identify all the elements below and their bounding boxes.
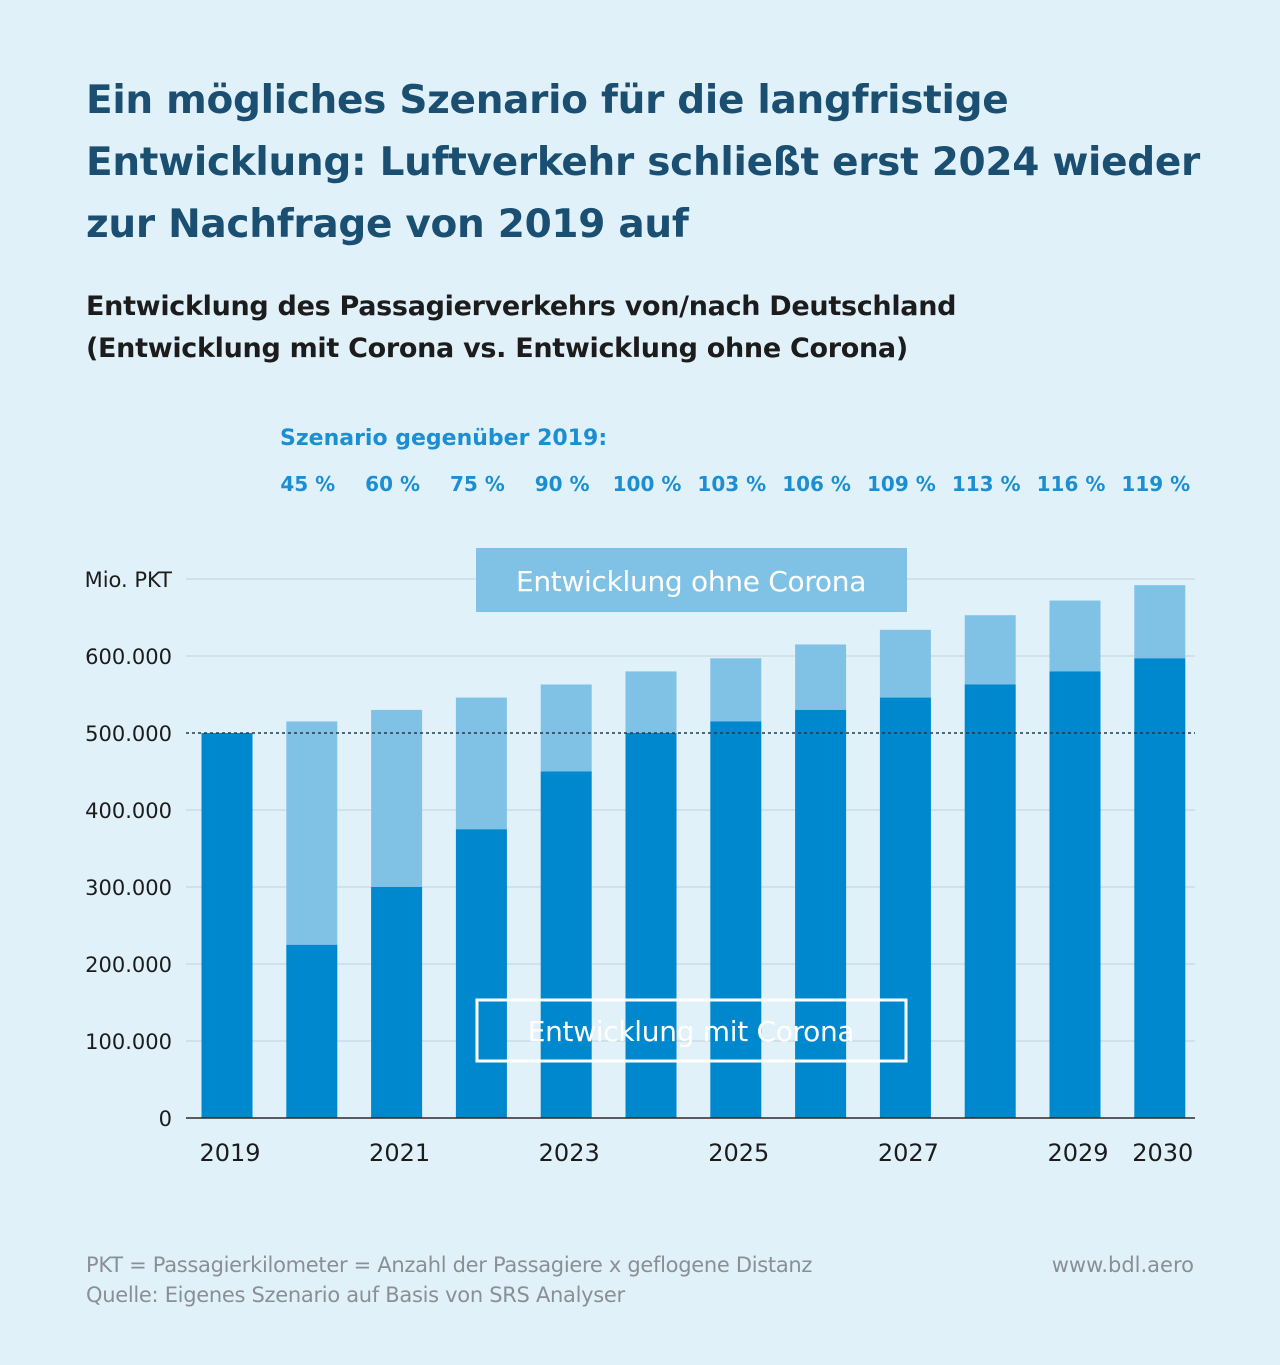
scenario-percent-label: 109 % bbox=[867, 472, 936, 496]
bar-mit-corona-2023 bbox=[540, 771, 592, 1118]
bar-ohne-corona-2020 bbox=[286, 721, 338, 945]
scenario-percent-label: 60 % bbox=[365, 472, 420, 496]
bar-mit-corona-2026 bbox=[795, 709, 847, 1118]
source-url[interactable]: www.bdl.aero bbox=[1051, 1253, 1194, 1277]
bar-ohne-corona-2023 bbox=[540, 684, 592, 772]
bar-ohne-corona-2025 bbox=[710, 658, 762, 722]
bar-ohne-corona-2021 bbox=[371, 709, 423, 887]
bar-mit-corona-2028 bbox=[964, 684, 1016, 1118]
legend-box-ohne-corona bbox=[476, 548, 907, 612]
bar-ohne-corona-2026 bbox=[795, 644, 847, 710]
x-tick-label: 2030 bbox=[1132, 1139, 1193, 1167]
x-tick-label: 2027 bbox=[878, 1139, 939, 1167]
scenario-percent-label: 100 % bbox=[613, 472, 682, 496]
scenario-percent-label: 116 % bbox=[1037, 472, 1106, 496]
bar-ohne-corona-2027 bbox=[879, 629, 931, 698]
subtitle-line-1: Entwicklung des Passagierverkehrs von/na… bbox=[86, 291, 957, 322]
footnote-source: Quelle: Eigenes Szenario auf Basis von S… bbox=[86, 1283, 625, 1307]
bar-mit-corona-2021 bbox=[371, 887, 423, 1118]
y-tick-label: 0 bbox=[159, 1107, 172, 1131]
x-tick-label: 2029 bbox=[1047, 1139, 1108, 1167]
bar-ohne-corona-2022 bbox=[455, 697, 507, 830]
scenario-percent-label: 106 % bbox=[782, 472, 851, 496]
scenario-percent-label: 113 % bbox=[952, 472, 1021, 496]
scenario-percent-label: 75 % bbox=[450, 472, 505, 496]
x-tick-label: 2025 bbox=[708, 1139, 769, 1167]
bar-mit-corona-2020 bbox=[286, 944, 338, 1118]
legend-label-ohne-corona: Entwicklung ohne Corona bbox=[516, 565, 866, 598]
bar-ohne-corona-2029 bbox=[1049, 600, 1101, 672]
bar-mit-corona-2024 bbox=[625, 733, 677, 1118]
legend-label-mit-corona: Entwicklung mit Corona bbox=[528, 1015, 855, 1048]
y-tick-label: 100.000 bbox=[85, 1030, 172, 1054]
bar-ohne-corona-2024 bbox=[625, 671, 677, 733]
bar-mit-corona-2029 bbox=[1049, 671, 1101, 1118]
scenario-percent-label: 45 % bbox=[280, 472, 335, 496]
bar-ohne-corona-2028 bbox=[964, 615, 1016, 685]
scenario-heading: Szenario gegenüber 2019: bbox=[280, 426, 608, 451]
scenario-percent-label: 90 % bbox=[535, 472, 590, 496]
scenario-percent-label: 119 % bbox=[1121, 472, 1190, 496]
bar-ohne-corona-2030 bbox=[1134, 585, 1186, 659]
y-tick-label: 500.000 bbox=[85, 722, 172, 746]
chart-subtitle: Entwicklung des Passagierverkehrs von/na… bbox=[86, 286, 1206, 370]
y-tick-label: 400.000 bbox=[85, 799, 172, 823]
footnote-definition: PKT = Passagierkilometer = Anzahl der Pa… bbox=[86, 1253, 813, 1277]
x-tick-label: 2021 bbox=[369, 1139, 430, 1167]
bar-mit-corona-2019 bbox=[201, 733, 253, 1118]
chart-title: Ein mögliches Szenario für die langfrist… bbox=[86, 78, 1200, 247]
subtitle-line-2: (Entwicklung mit Corona vs. Entwicklung … bbox=[86, 333, 908, 364]
y-axis-label: Mio. PKT bbox=[85, 568, 173, 592]
bar-mit-corona-2022 bbox=[455, 829, 507, 1118]
x-tick-label: 2023 bbox=[539, 1139, 600, 1167]
bar-mit-corona-2030 bbox=[1134, 658, 1186, 1118]
y-tick-label: 600.000 bbox=[85, 645, 172, 669]
bar-mit-corona-2025 bbox=[710, 721, 762, 1118]
y-tick-label: 200.000 bbox=[85, 953, 172, 977]
footnote: PKT = Passagierkilometer = Anzahl der Pa… bbox=[86, 1250, 812, 1310]
legend-box-mit-corona bbox=[475, 998, 908, 1063]
scenario-percent-label: 103 % bbox=[697, 472, 766, 496]
y-tick-label: 300.000 bbox=[85, 876, 172, 900]
x-tick-label: 2019 bbox=[199, 1139, 260, 1167]
